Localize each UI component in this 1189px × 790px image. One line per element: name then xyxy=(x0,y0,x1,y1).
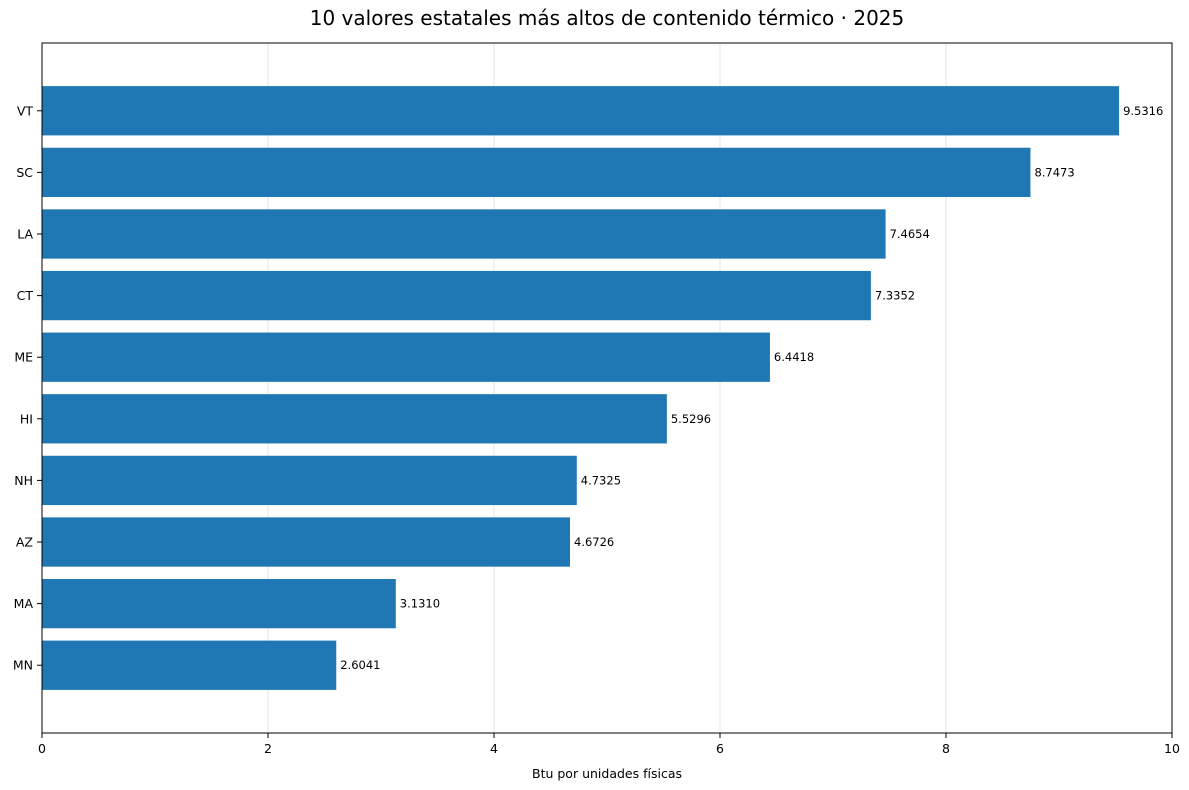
y-tick-label: ME xyxy=(14,350,33,365)
x-tick-label: 0 xyxy=(38,741,46,756)
x-tick-label: 6 xyxy=(716,741,724,756)
bar-value-label: 5.5296 xyxy=(671,412,711,426)
x-axis-label: Btu por unidades físicas xyxy=(532,766,682,781)
y-tick-label: CT xyxy=(17,288,34,303)
bar xyxy=(42,86,1120,136)
data-labels: 9.5316 8.7473 7.4654 7.3352 6.4418 5.5296 4.73… xyxy=(340,104,1163,672)
bar xyxy=(42,455,577,506)
bar-value-label: 6.4418 xyxy=(774,350,814,364)
chart-title: 10 valores estatales más altos de conten… xyxy=(310,6,905,30)
bar-value-label: 8.7473 xyxy=(1034,165,1074,179)
bar xyxy=(42,394,667,444)
bar xyxy=(42,578,396,629)
y-tick-label: MA xyxy=(14,596,34,611)
bar-value-label: 9.5316 xyxy=(1123,104,1163,118)
bar-value-label: 7.3352 xyxy=(875,289,915,303)
bar xyxy=(42,332,770,382)
y-tick-label: NH xyxy=(14,473,33,488)
x-tick-label: 2 xyxy=(264,741,272,756)
bar xyxy=(42,209,886,259)
y-tick-label: HI xyxy=(20,411,33,426)
grid-lines xyxy=(41,43,1173,733)
y-tick-label: LA xyxy=(17,226,33,241)
x-tick-label: 4 xyxy=(490,741,498,756)
bar-value-label: 7.4654 xyxy=(890,227,930,241)
bars xyxy=(42,86,1120,690)
bar xyxy=(42,517,571,567)
bar-value-label: 3.1310 xyxy=(400,597,440,611)
y-tick-label: MN xyxy=(13,658,33,673)
y-tick-label: VT xyxy=(17,103,34,118)
y-axis: VT SC LA CT ME HI NH AZ MA MN xyxy=(13,103,42,673)
bar xyxy=(42,147,1031,198)
bar-value-label: 4.7325 xyxy=(581,473,621,487)
x-tick-label: 10 xyxy=(1164,741,1180,756)
x-axis: 0 2 4 6 8 10 xyxy=(38,733,1180,756)
bar xyxy=(42,270,871,321)
plot-area-frame xyxy=(41,42,1173,734)
bar-value-label: 4.6726 xyxy=(574,535,614,549)
bar-value-label: 2.6041 xyxy=(340,658,380,672)
y-tick-label: AZ xyxy=(16,535,33,550)
x-tick-label: 8 xyxy=(942,741,950,756)
bar xyxy=(42,640,337,690)
y-tick-label: SC xyxy=(16,165,33,180)
